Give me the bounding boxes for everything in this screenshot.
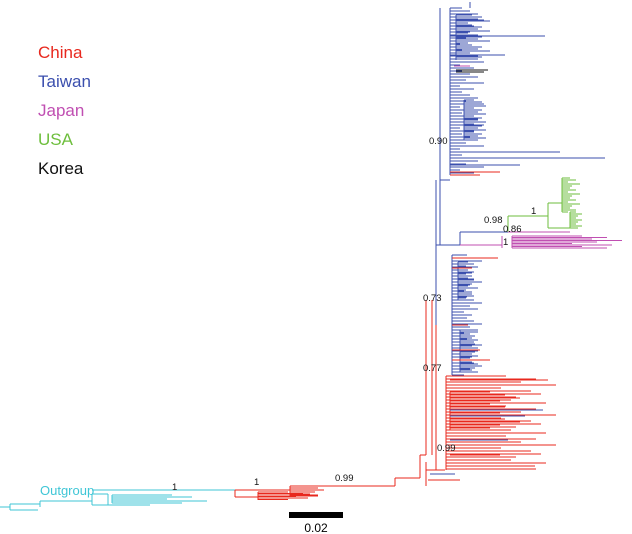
scale-bar	[289, 512, 343, 518]
support-label-japan-clade: 1	[503, 237, 508, 248]
tree-branches	[0, 2, 622, 511]
support-label-outgroup-split: 1	[172, 482, 177, 493]
support-label-china-root: 0.99	[335, 473, 354, 484]
support-label-usa-subclade: 0.86	[503, 224, 522, 235]
support-label-taiwan-clade: 0.90	[429, 136, 448, 147]
support-label-ingroup-root: 1	[254, 477, 259, 488]
support-label-usa-japan-clade: 0.98	[484, 215, 503, 226]
support-label-lower-clade: 0.77	[423, 363, 442, 374]
outgroup-label: Outgroup	[40, 483, 94, 498]
support-label-usa-tip-clade: 1	[531, 206, 536, 217]
legend-usa: USA	[38, 130, 73, 149]
support-label-main-clade: 0.73	[423, 293, 442, 304]
legend-china: China	[38, 43, 83, 62]
support-label-china-subclade: 0.99	[437, 443, 456, 454]
legend: China Taiwan Japan USA Korea	[38, 38, 91, 183]
legend-japan: Japan	[38, 101, 85, 120]
legend-taiwan: Taiwan	[38, 72, 91, 91]
legend-korea: Korea	[38, 159, 84, 178]
scale-bar-label: 0.02	[304, 521, 328, 534]
